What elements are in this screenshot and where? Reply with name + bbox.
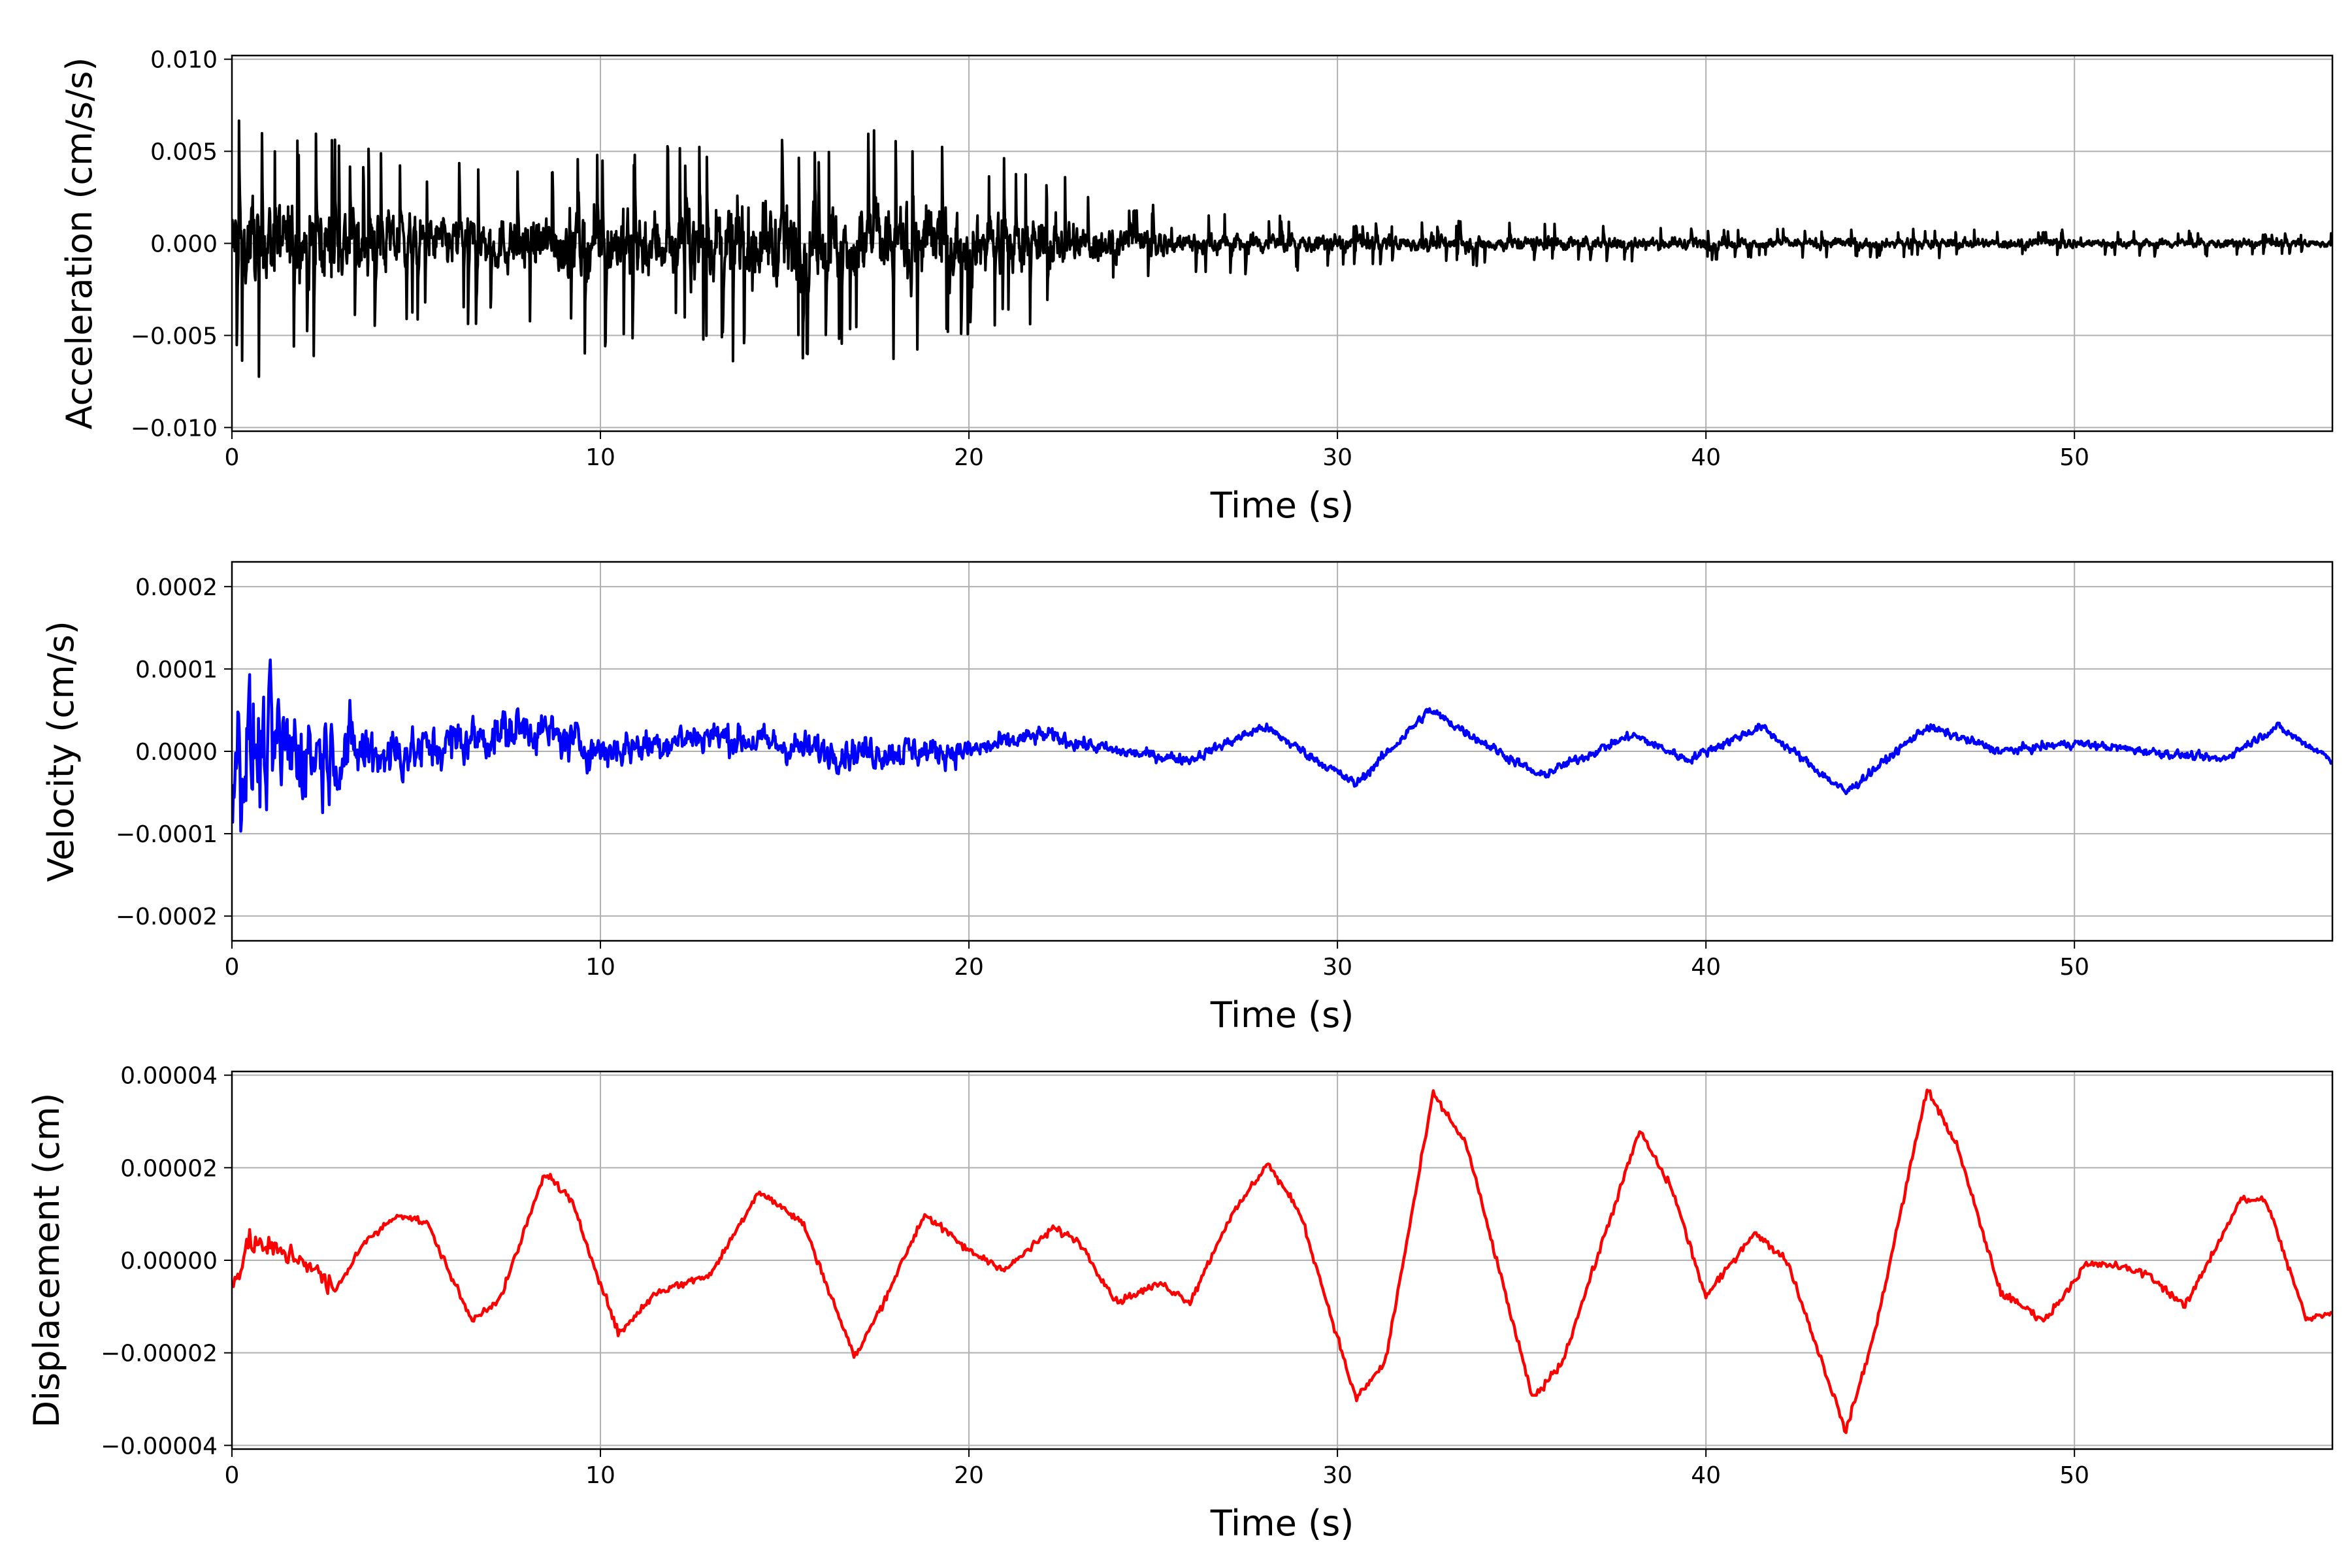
acceleration-series-line (232, 119, 2332, 378)
velocity-series-line (232, 658, 2332, 833)
acceleration-panel: 0 10 20 30 40 50 −0.010 −0.005 0.000 0.005 0.010 Ti… (59, 47, 2334, 526)
x-tick-label: 20 (954, 954, 984, 981)
y-tick-label: −0.005 (131, 323, 218, 350)
x-tick-label: 0 (225, 444, 240, 471)
y-tick-label: 0.00002 (120, 1155, 218, 1182)
x-tick-label: 40 (1691, 444, 1721, 471)
x-tick-label: 20 (954, 444, 984, 471)
x-tick-label: 10 (585, 954, 615, 981)
x-tick-label: 50 (2059, 954, 2089, 981)
displacement-y-axis-label: Displacement (cm) (26, 1093, 67, 1428)
displacement-panel: 0 10 20 30 40 50 −0.00004 −0.00002 0.00000 0.0000… (26, 1063, 2334, 1544)
x-tick-label: 40 (1691, 1462, 1721, 1489)
x-tick-label: 30 (1322, 1462, 1352, 1489)
x-tick-label: 30 (1322, 954, 1352, 981)
velocity-x-axis-label: Time (s) (1210, 994, 1354, 1036)
displacement-x-axis-label: Time (s) (1210, 1503, 1354, 1544)
velocity-grid (231, 562, 2332, 941)
x-tick-label: 50 (2059, 1462, 2089, 1489)
velocity-y-axis-label: Velocity (cm/s) (41, 621, 82, 882)
y-tick-label: 0.0001 (135, 657, 218, 683)
velocity-panel: 0 10 20 30 40 50 −0.0002 −0.0001 0.0000 0.0001 0.0… (41, 561, 2334, 1036)
y-tick-label: −0.00004 (101, 1433, 218, 1460)
acceleration-y-axis-label: Acceleration (cm/s/s) (59, 57, 100, 430)
x-tick-label: 0 (225, 1462, 240, 1489)
y-tick-label: −0.010 (131, 415, 218, 442)
displacement-grid (231, 1071, 2332, 1449)
y-tick-label: −0.0002 (116, 904, 218, 930)
x-tick-label: 10 (585, 1462, 615, 1489)
x-tick-label: 0 (225, 954, 240, 981)
y-tick-label: 0.005 (150, 139, 218, 166)
y-tick-label: −0.0001 (116, 821, 218, 848)
x-tick-label: 50 (2059, 444, 2089, 471)
displacement-series-line (232, 1088, 2332, 1435)
x-tick-label: 40 (1691, 954, 1721, 981)
acceleration-x-axis-label: Time (s) (1210, 485, 1354, 526)
y-tick-label: 0.0000 (135, 739, 218, 766)
x-tick-label: 10 (585, 444, 615, 471)
y-tick-label: −0.00002 (101, 1341, 218, 1367)
y-tick-label: 0.010 (150, 47, 218, 74)
y-tick-label: 0.0002 (135, 574, 218, 601)
y-tick-label: 0.000 (150, 231, 218, 258)
y-tick-label: 0.00004 (120, 1063, 218, 1090)
y-tick-label: 0.00000 (120, 1248, 218, 1275)
x-tick-label: 30 (1322, 444, 1352, 471)
x-tick-label: 20 (954, 1462, 984, 1489)
